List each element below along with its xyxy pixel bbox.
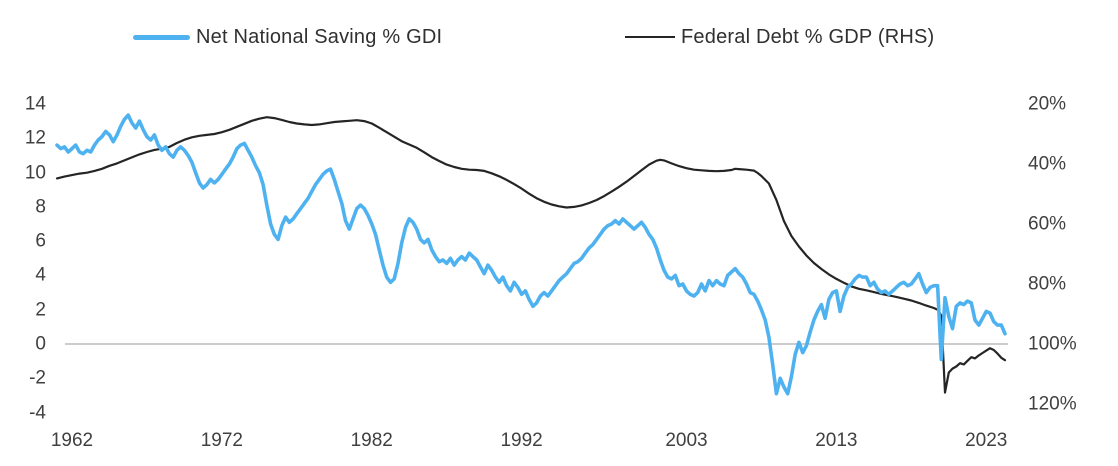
- legend-label-federal-debt: Federal Debt % GDP (RHS): [681, 25, 935, 48]
- right-axis-tick-100%: 100%: [1028, 333, 1077, 355]
- right-axis-tick-60%: 60%: [1028, 213, 1067, 235]
- right-axis-tick-20%: 20%: [1028, 93, 1067, 115]
- legend-swatch-black-line: [625, 35, 675, 39]
- x-axis-tick-2023: 2023: [965, 430, 1008, 451]
- x-axis-tick-1962: 1962: [50, 430, 94, 451]
- x-axis-tick-2013: 2013: [815, 430, 858, 451]
- right-axis-tick-40%: 40%: [1028, 153, 1067, 175]
- left-axis-tick-6: 6: [35, 230, 46, 252]
- legend-item-net-national-saving[interactable]: Net National Saving % GDI: [133, 26, 442, 48]
- right-axis-tick-120%: 120%: [1028, 393, 1077, 415]
- x-axis-tick-2003: 2003: [665, 430, 708, 451]
- legend-item-federal-debt[interactable]: Federal Debt % GDP (RHS): [625, 26, 934, 48]
- left-axis-tick-12: 12: [24, 127, 46, 149]
- left-axis-tick-14: 14: [24, 93, 46, 115]
- x-axis-tick-1982: 1982: [350, 430, 393, 451]
- left-axis-tick--4: -4: [29, 402, 46, 424]
- left-axis-tick--2: -2: [29, 367, 46, 389]
- net-national-saving-line[interactable]: [55, 113, 1007, 396]
- legend-label-net-national-saving: Net National Saving % GDI: [196, 25, 443, 48]
- left-axis-tick-2: 2: [35, 299, 46, 321]
- left-axis-tick-4: 4: [35, 264, 46, 286]
- federal-debt-line[interactable]: [55, 116, 1007, 394]
- right-axis-tick-80%: 80%: [1028, 273, 1067, 295]
- left-axis-tick-0: 0: [35, 333, 46, 355]
- legend-swatch-blue-line: [133, 34, 190, 40]
- left-axis-tick-8: 8: [35, 196, 46, 218]
- left-axis-tick-10: 10: [24, 162, 46, 184]
- x-axis-tick-1992: 1992: [500, 430, 543, 451]
- x-axis-tick-1972: 1972: [200, 430, 243, 451]
